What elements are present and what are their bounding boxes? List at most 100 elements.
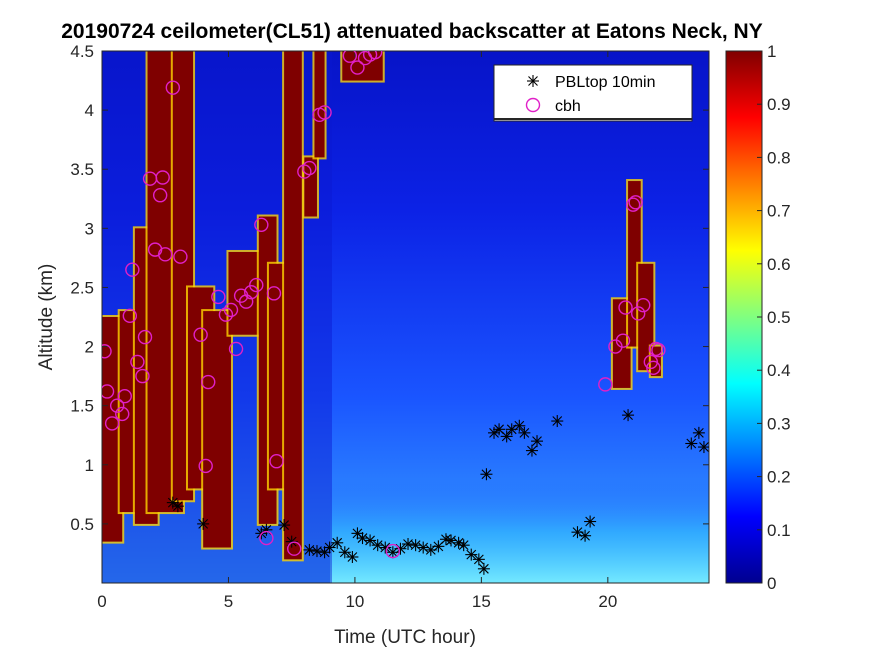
colorbar-axis: 0 0.1 0.2 0.3 0.4 0.5 0.6 0.7 0.8 0.9 1 — [757, 42, 791, 593]
cbh-point — [165, 80, 181, 95]
cbh-point — [201, 374, 216, 390]
cbh-point — [625, 197, 641, 212]
cbh-point — [244, 284, 259, 300]
heatmap-area — [102, 51, 709, 583]
cbh-point — [259, 530, 274, 546]
colorbar-tick-label: 0.9 — [767, 95, 791, 114]
legend-entry-pbltop: PBLtop 10min — [555, 74, 656, 91]
cbh-point — [228, 341, 244, 357]
cloud-layer — [102, 51, 663, 562]
colorbar-tick-label: 0.5 — [767, 308, 791, 327]
cbh-point — [636, 297, 651, 313]
cbh-point — [137, 329, 153, 345]
pbltop-point — [518, 426, 531, 439]
pbltop-point — [584, 515, 597, 528]
colorbar-tick-label: 0.3 — [767, 414, 791, 433]
cbh-point — [117, 389, 132, 404]
pbltop-point — [465, 548, 478, 561]
colorbar-tick-label: 1 — [767, 42, 776, 61]
cbh-point — [342, 51, 358, 63]
cloud-region — [314, 51, 325, 158]
pbltop-point — [278, 519, 291, 532]
cbh-point — [317, 105, 332, 120]
cbh-point — [615, 333, 631, 348]
pbltop-point — [500, 430, 513, 443]
cbh-point — [109, 398, 125, 413]
cbh-point — [173, 249, 188, 264]
cbh-point — [115, 406, 130, 422]
cbh-point — [218, 307, 234, 322]
colorbar-gradient — [725, 50, 763, 584]
cbh-point — [598, 377, 613, 392]
pbltop-point — [445, 534, 458, 547]
pbltop-point — [417, 541, 430, 554]
pbltop-point — [525, 444, 538, 457]
pbltop-point — [579, 529, 592, 542]
cbh-point — [266, 286, 282, 301]
colorbar: 0 0.1 0.2 0.3 0.4 0.5 0.6 0.7 0.8 0.9 1 — [725, 42, 791, 593]
asterisk-icon — [527, 75, 539, 87]
y-tick-label: 3.5 — [70, 160, 94, 179]
cbh-point — [385, 543, 401, 559]
chart-title: 20190724 ceilometer(CL51) attenuated bac… — [61, 20, 762, 43]
pbltop-point — [338, 546, 351, 559]
colorbar-tick-label: 0.7 — [767, 202, 791, 221]
y-tick-label: 2 — [85, 338, 94, 357]
pbltop-point — [622, 409, 635, 422]
cloud-region — [638, 263, 654, 371]
pbltop-point — [477, 562, 490, 575]
cbh-point — [104, 416, 120, 431]
cbh-point — [155, 170, 170, 185]
pbltop-point — [480, 468, 493, 481]
pbltop-point — [692, 426, 705, 439]
colorbar-tick-label: 0.2 — [767, 468, 791, 487]
cloud-region — [203, 311, 231, 548]
circle-icon — [525, 97, 541, 113]
x-tick-label: 5 — [224, 592, 233, 611]
x-tick-label: 20 — [598, 592, 617, 611]
cbh-point — [630, 306, 646, 321]
colorbar-tick-label: 0.4 — [767, 361, 791, 380]
cbh-point — [102, 384, 115, 399]
colorbar-tick-label: 0.1 — [767, 521, 791, 540]
x-tick-label: 10 — [345, 592, 364, 611]
pbltop-point — [379, 541, 392, 554]
cbh-point — [628, 195, 643, 210]
pbltop-point — [285, 535, 298, 548]
legend-entry-cbh: cbh — [555, 98, 581, 115]
pbltop-point — [364, 534, 377, 547]
x-tick-label: 15 — [472, 592, 491, 611]
cbh-point — [287, 541, 302, 556]
pbltop-point — [171, 500, 184, 513]
y-tick-label: 2.5 — [70, 278, 94, 297]
cbh-point — [152, 188, 168, 203]
cbh-point — [102, 344, 112, 359]
pbltop-point — [346, 550, 359, 563]
pbltop-point — [371, 539, 384, 552]
plot-frame — [101, 50, 710, 584]
cbh-point — [130, 354, 145, 370]
colorbar-tick-label: 0.6 — [767, 255, 791, 274]
cbh-point — [125, 262, 140, 277]
y-axis-label: Altitude (km) — [36, 264, 57, 371]
pbltop-point — [323, 541, 336, 554]
pbltop-point — [531, 435, 544, 448]
cbh-point — [198, 458, 213, 474]
cbh-point — [135, 368, 150, 384]
pbltop-point — [472, 553, 485, 566]
y-tick-label: 1.5 — [70, 397, 94, 416]
pbltop-point — [457, 539, 470, 552]
cbh-point — [211, 289, 226, 305]
cbh-point — [122, 308, 138, 324]
legend-box — [493, 64, 693, 122]
cbh-point — [651, 342, 666, 358]
colorbar-tick-label: 0 — [767, 574, 776, 593]
y-tick-label: 0.5 — [70, 515, 94, 534]
pbltop-point — [409, 539, 422, 552]
cbh-point — [302, 160, 317, 176]
marker-layer — [102, 51, 709, 575]
y-tick-label: 4 — [85, 101, 94, 120]
cbh-point — [362, 51, 378, 62]
pbltop-point — [513, 419, 526, 432]
cbh-point — [269, 454, 284, 469]
